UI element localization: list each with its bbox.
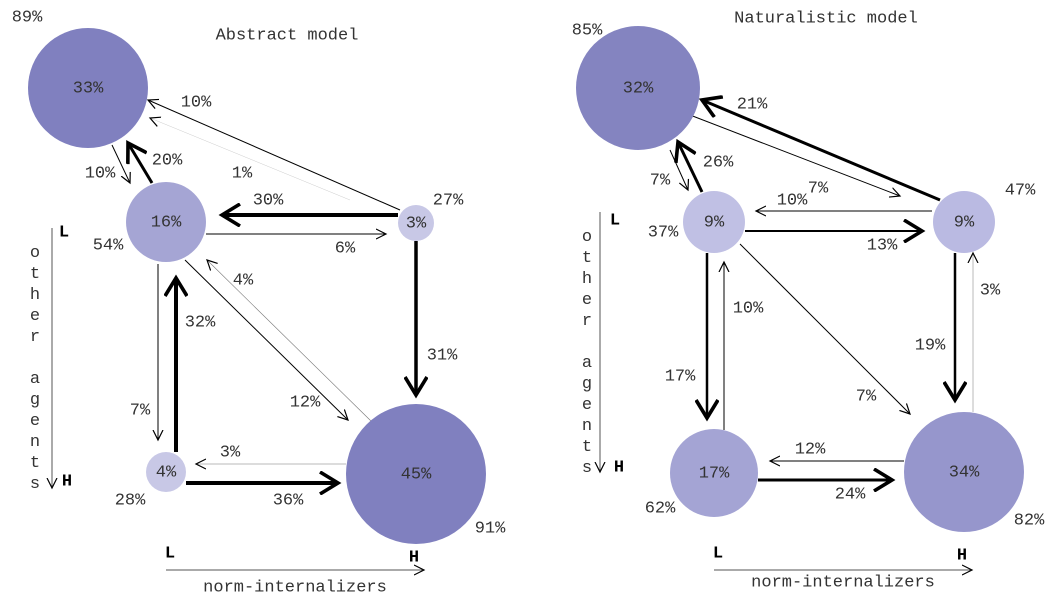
edge-label: 3% bbox=[980, 281, 1001, 300]
edge-label: 10% bbox=[777, 191, 808, 210]
x-axis-label: norm-internalizers bbox=[751, 573, 935, 592]
edge-label: 32% bbox=[185, 313, 216, 332]
node-outer-label: 62% bbox=[645, 499, 676, 518]
edge-label: 12% bbox=[290, 393, 321, 412]
state-node bbox=[904, 412, 1024, 532]
state-node bbox=[670, 429, 758, 517]
state-node bbox=[576, 26, 700, 150]
edge-label: 20% bbox=[152, 151, 183, 170]
node-label: 32% bbox=[623, 79, 654, 98]
state-node bbox=[346, 404, 486, 544]
state-node bbox=[398, 205, 434, 241]
x-axis-high: H bbox=[957, 546, 967, 565]
edge-label: 10% bbox=[733, 299, 764, 318]
edge-label: 17% bbox=[665, 367, 696, 386]
edge-label: 10% bbox=[85, 164, 116, 183]
node-outer-label: 37% bbox=[648, 223, 679, 242]
y-axis-low: L bbox=[610, 211, 620, 230]
transition-arrow bbox=[128, 143, 154, 184]
edge-label: 7% bbox=[808, 179, 829, 198]
edge-label: 10% bbox=[181, 93, 212, 112]
node-label: 3% bbox=[406, 214, 427, 233]
edge-label: 30% bbox=[253, 191, 284, 210]
node-outer-label: 27% bbox=[433, 191, 464, 210]
y-axis-label: other agents bbox=[26, 244, 45, 496]
edge-label: 36% bbox=[273, 491, 304, 510]
state-node bbox=[933, 191, 995, 253]
x-axis-low: L bbox=[713, 544, 723, 563]
transition-arrow bbox=[739, 243, 910, 414]
node-label: 4% bbox=[156, 463, 177, 482]
x-axis-low: L bbox=[165, 544, 175, 563]
edge-label: 4% bbox=[233, 271, 254, 290]
transition-arrow bbox=[207, 260, 373, 423]
panel-title: Abstract model bbox=[216, 26, 359, 45]
transition-arrow bbox=[111, 144, 130, 183]
edge-label: 7% bbox=[650, 171, 671, 190]
edge-label: 12% bbox=[795, 440, 826, 459]
edge-label: 7% bbox=[130, 401, 151, 420]
state-node bbox=[146, 452, 186, 492]
node-outer-label: 91% bbox=[475, 519, 506, 538]
transition-arrow bbox=[669, 149, 688, 190]
node-outer-label: 47% bbox=[1005, 181, 1036, 200]
transition-arrow bbox=[148, 100, 401, 211]
edge-label: 1% bbox=[232, 164, 253, 183]
node-label: 16% bbox=[151, 213, 182, 232]
edge-label: 6% bbox=[335, 239, 356, 258]
state-node bbox=[126, 182, 206, 262]
y-axis-high: H bbox=[62, 472, 72, 491]
node-outer-label: 28% bbox=[115, 491, 146, 510]
transition-arrow bbox=[150, 118, 351, 201]
transition-arrow bbox=[689, 114, 900, 196]
y-axis-low: L bbox=[59, 223, 69, 242]
transition-arrow bbox=[184, 259, 348, 420]
x-axis-high: H bbox=[409, 548, 419, 567]
edge-label: 24% bbox=[835, 485, 866, 504]
node-label: 33% bbox=[73, 79, 104, 98]
node-outer-label: 85% bbox=[572, 21, 603, 40]
edge-label: 21% bbox=[737, 95, 768, 114]
panel-title: Naturalistic model bbox=[734, 9, 918, 28]
node-label: 34% bbox=[949, 463, 980, 482]
node-outer-label: 89% bbox=[12, 8, 43, 27]
edge-label: 13% bbox=[867, 236, 898, 255]
node-label: 9% bbox=[704, 213, 725, 232]
transition-arrow bbox=[678, 142, 704, 193]
y-axis-high: H bbox=[614, 458, 624, 477]
y-axis-label: other agents bbox=[578, 228, 597, 480]
edge-label: 3% bbox=[220, 443, 241, 462]
edge-label: 31% bbox=[427, 346, 458, 365]
node-outer-label: 82% bbox=[1014, 511, 1045, 530]
edge-label: 7% bbox=[856, 387, 877, 406]
state-node bbox=[683, 191, 745, 253]
transition-arrow bbox=[702, 100, 941, 202]
edge-label: 26% bbox=[703, 153, 734, 172]
state-node bbox=[28, 28, 148, 148]
node-label: 45% bbox=[401, 465, 432, 484]
edge-label: 19% bbox=[915, 336, 946, 355]
node-label: 9% bbox=[954, 213, 975, 232]
node-label: 17% bbox=[699, 464, 730, 483]
node-outer-label: 54% bbox=[93, 236, 124, 255]
x-axis-label: norm-internalizers bbox=[203, 578, 387, 597]
